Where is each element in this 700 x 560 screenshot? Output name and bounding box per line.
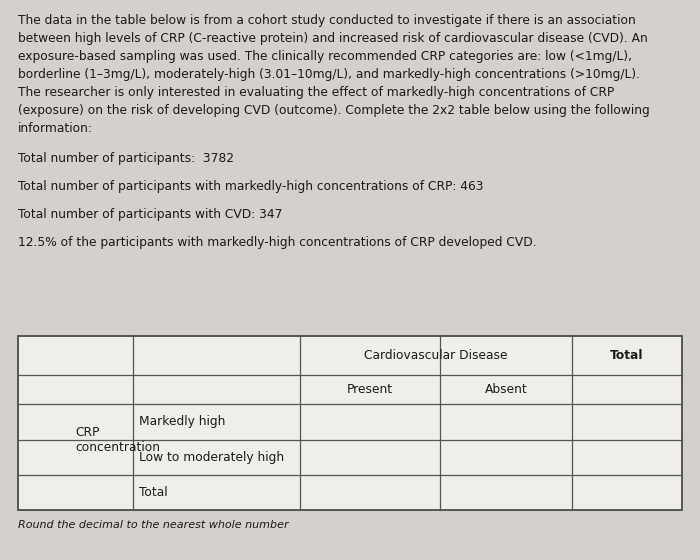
Text: (exposure) on the risk of developing CVD (outcome). Complete the 2x2 table below: (exposure) on the risk of developing CVD…: [18, 104, 650, 117]
Text: between high levels of CRP (C-reactive protein) and increased risk of cardiovasc: between high levels of CRP (C-reactive p…: [18, 32, 648, 45]
Text: Present: Present: [347, 383, 393, 396]
Text: information:: information:: [18, 122, 93, 135]
Text: borderline (1–3mg/L), moderately-high (3.01–10mg/L), and markedly-high concentra: borderline (1–3mg/L), moderately-high (3…: [18, 68, 640, 81]
Text: Low to moderately high: Low to moderately high: [139, 451, 284, 464]
Text: Total number of participants with markedly-high concentrations of CRP: 463: Total number of participants with marked…: [18, 180, 484, 193]
Text: CRP: CRP: [76, 426, 100, 439]
Bar: [18, 336, 682, 510]
Text: The researcher is only interested in evaluating the effect of markedly-high conc: The researcher is only interested in eva…: [18, 86, 615, 99]
Text: Cardiovascular Disease: Cardiovascular Disease: [364, 349, 508, 362]
Text: Absent: Absent: [484, 383, 527, 396]
Text: exposure-based sampling was used. The clinically recommended CRP categories are:: exposure-based sampling was used. The cl…: [18, 50, 632, 63]
Text: 12.5% of the participants with markedly-high concentrations of CRP developed CVD: 12.5% of the participants with markedly-…: [18, 236, 537, 249]
Text: Markedly high: Markedly high: [139, 416, 225, 428]
Text: The data in the table below is from a cohort study conducted to investigate if t: The data in the table below is from a co…: [18, 14, 636, 27]
Text: Total number of participants with CVD: 347: Total number of participants with CVD: 3…: [18, 208, 282, 221]
Text: Total: Total: [610, 349, 644, 362]
Text: Total: Total: [139, 486, 167, 499]
Text: Total number of participants:  3782: Total number of participants: 3782: [18, 152, 234, 165]
Text: Round the decimal to the nearest whole number: Round the decimal to the nearest whole n…: [18, 520, 288, 530]
Text: concentration: concentration: [76, 441, 160, 454]
